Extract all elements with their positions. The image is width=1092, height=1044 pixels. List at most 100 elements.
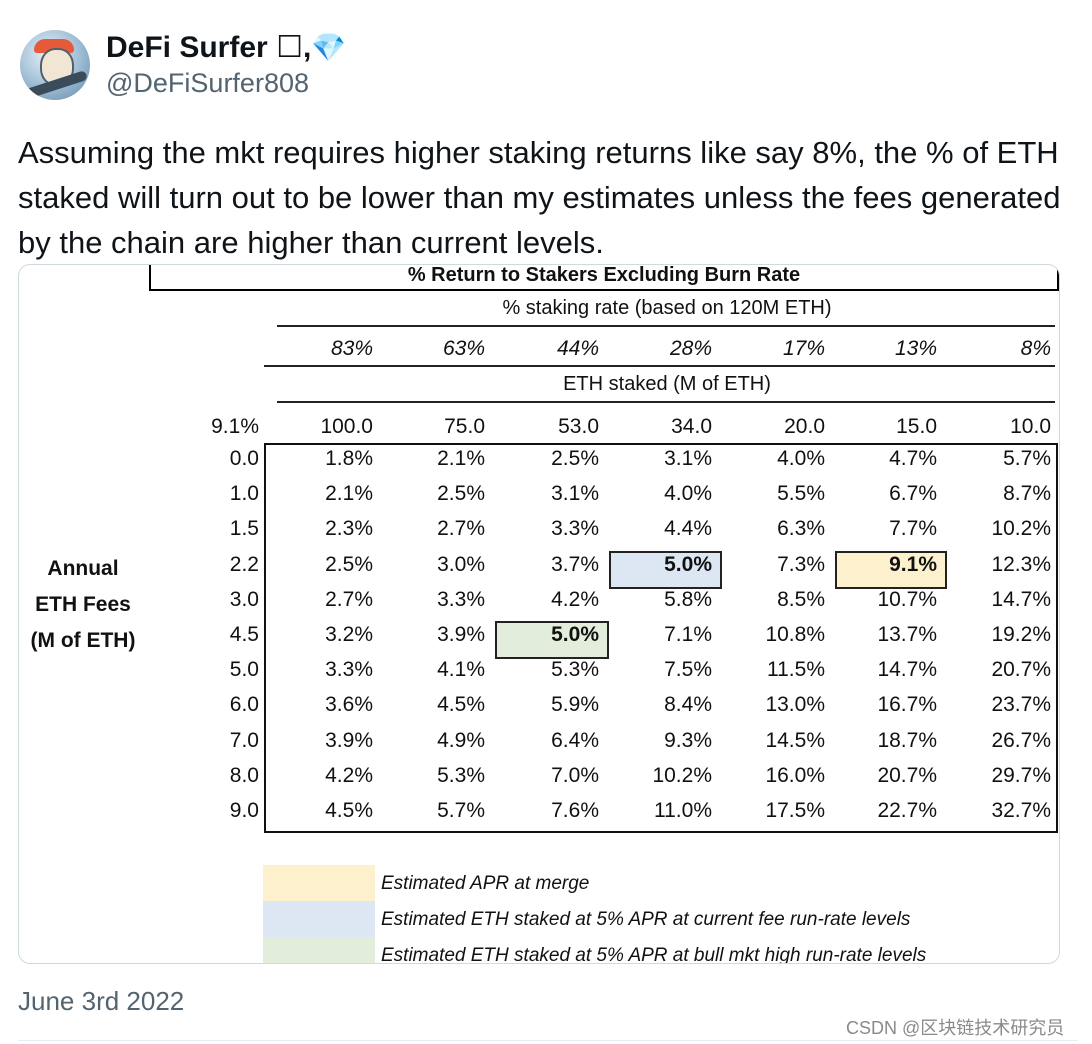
table-cell: 4.2% bbox=[325, 763, 373, 787]
highlight-cell bbox=[609, 550, 722, 589]
eth-staked-value: 34.0 bbox=[671, 415, 712, 438]
table-cell: 5.7% bbox=[1003, 447, 1051, 470]
legend-label: Estimated ETH staked at 5% APR at curren… bbox=[381, 909, 911, 930]
table-cell: 3.6% bbox=[325, 693, 373, 717]
table-cell: 5.3% bbox=[437, 763, 485, 787]
fee-label: 1.0 bbox=[229, 482, 259, 506]
table-cell: 11.0% bbox=[654, 799, 712, 822]
legend-swatch bbox=[263, 937, 375, 963]
table-cell: 6.3% bbox=[777, 517, 825, 541]
table-cell: 7.3% bbox=[777, 552, 825, 576]
table-cell: 2.7% bbox=[325, 587, 373, 611]
legend-label: Estimated ETH staked at 5% APR at bull m… bbox=[381, 945, 927, 964]
staking-rate-header: % staking rate (based on 120M ETH) bbox=[502, 297, 832, 319]
staking-rate: 17% bbox=[782, 337, 825, 360]
table-cell: 5.5% bbox=[777, 482, 825, 506]
fee-label: 3.0 bbox=[229, 587, 259, 611]
table-cell: 4.7% bbox=[889, 447, 937, 470]
row-axis-label-line: ETH Fees bbox=[35, 593, 131, 616]
staking-rate: 8% bbox=[1020, 337, 1051, 360]
table-cell: 7.7% bbox=[889, 517, 937, 541]
table-cell: 3.7% bbox=[551, 552, 599, 576]
divider-line bbox=[277, 325, 1055, 327]
table-cell: 3.0% bbox=[437, 552, 485, 576]
eth-staked-value: 100.0 bbox=[320, 415, 373, 438]
table-cell: 5.8% bbox=[664, 587, 712, 611]
table-cell: 17.5% bbox=[765, 799, 825, 822]
legend-label: Estimated APR at merge bbox=[381, 873, 590, 894]
footer-divider bbox=[18, 1040, 1078, 1041]
staking-rate: 44% bbox=[556, 337, 599, 360]
tweet-image-card[interactable]: % Return to Stakers Excluding Burn Rate … bbox=[18, 264, 1060, 964]
table-cell: 2.1% bbox=[437, 447, 485, 470]
table-cell: 18.7% bbox=[877, 728, 937, 752]
table-cell: 2.5% bbox=[551, 447, 599, 470]
data-grid-border bbox=[264, 443, 1058, 833]
table-cell: 4.4% bbox=[664, 517, 712, 541]
fee-label: 0.0 bbox=[229, 447, 259, 470]
table-cell: 20.7% bbox=[877, 763, 937, 787]
table-cell: 14.7% bbox=[877, 658, 937, 682]
table-cell: 9.1% bbox=[889, 552, 937, 576]
eth-staked-value: 53.0 bbox=[558, 415, 599, 438]
table-cell: 7.5% bbox=[664, 658, 712, 682]
row-axis-label-line: (M of ETH) bbox=[30, 629, 136, 652]
table-cell: 7.0% bbox=[551, 763, 599, 787]
fee-label: 6.0 bbox=[229, 693, 259, 717]
table-cell: 4.9% bbox=[437, 728, 485, 752]
table-cell: 13.7% bbox=[877, 623, 937, 646]
table-cell: 32.7% bbox=[991, 799, 1051, 822]
table-cell: 7.1% bbox=[664, 623, 712, 646]
table-cell: 12.3% bbox=[991, 552, 1051, 576]
table-cell: 20.7% bbox=[991, 658, 1051, 682]
table-cell: 10.2% bbox=[652, 763, 712, 787]
tweet-date[interactable]: June 3rd 2022 bbox=[18, 986, 185, 1016]
tweet-text: Assuming the mkt requires higher staking… bbox=[18, 135, 1061, 260]
table-cell: 3.1% bbox=[664, 447, 712, 470]
legend-swatch bbox=[263, 901, 375, 937]
table-cell: 26.7% bbox=[991, 728, 1051, 752]
table-cell: 3.9% bbox=[325, 728, 373, 752]
table-cell: 4.1% bbox=[437, 658, 485, 682]
staking-rate: 28% bbox=[669, 337, 712, 360]
fee-label: 8.0 bbox=[229, 763, 259, 787]
table-cell: 4.2% bbox=[551, 587, 599, 611]
returns-table: % Return to Stakers Excluding Burn Rate … bbox=[19, 265, 1059, 963]
table-cell: 3.3% bbox=[325, 658, 373, 682]
table-cell: 3.1% bbox=[551, 482, 599, 506]
display-name[interactable]: DeFi Surfer ☐,💎 bbox=[106, 30, 346, 65]
table-cell: 4.0% bbox=[664, 482, 712, 506]
eth-staked-value: 10.0 bbox=[1010, 415, 1051, 438]
table-cell: 4.5% bbox=[325, 799, 373, 822]
fee-label: 2.2 bbox=[229, 552, 259, 576]
table-cell: 5.3% bbox=[551, 658, 599, 682]
table-cell: 4.5% bbox=[437, 693, 485, 717]
staking-rate: 83% bbox=[330, 337, 373, 360]
table-cell: 16.7% bbox=[877, 693, 937, 717]
table-cell: 9.3% bbox=[664, 728, 712, 752]
table-cell: 22.7% bbox=[877, 799, 937, 822]
divider-line bbox=[277, 401, 1055, 403]
watermark: CSDN @区块链技术研究员 bbox=[846, 1018, 1065, 1038]
fee-label: 9.0 bbox=[229, 799, 259, 822]
gem-icon: 💎 bbox=[311, 32, 347, 63]
display-name-text: DeFi Surfer bbox=[106, 31, 268, 64]
fee-label: 4.5 bbox=[229, 623, 259, 646]
table-cell: 3.3% bbox=[551, 517, 599, 541]
table-cell: 5.7% bbox=[437, 799, 485, 822]
avatar[interactable] bbox=[20, 30, 90, 100]
row-axis-label-line: Annual bbox=[47, 557, 119, 580]
table-cell: 2.1% bbox=[325, 482, 373, 506]
legend-swatch bbox=[263, 865, 375, 901]
table-cell: 2.5% bbox=[437, 482, 485, 506]
divider-line bbox=[264, 365, 1055, 367]
name-suffix: ☐, bbox=[276, 31, 312, 64]
user-handle[interactable]: @DeFiSurfer808 bbox=[106, 68, 309, 98]
table-cell: 10.2% bbox=[991, 517, 1051, 541]
highlight-cell bbox=[495, 621, 609, 659]
eth-staked-value: 15.0 bbox=[896, 415, 937, 438]
table-cell: 11.5% bbox=[767, 658, 825, 682]
table-cell: 3.3% bbox=[437, 587, 485, 611]
table-cell: 5.0% bbox=[551, 623, 599, 646]
table-cell: 16.0% bbox=[765, 763, 825, 787]
